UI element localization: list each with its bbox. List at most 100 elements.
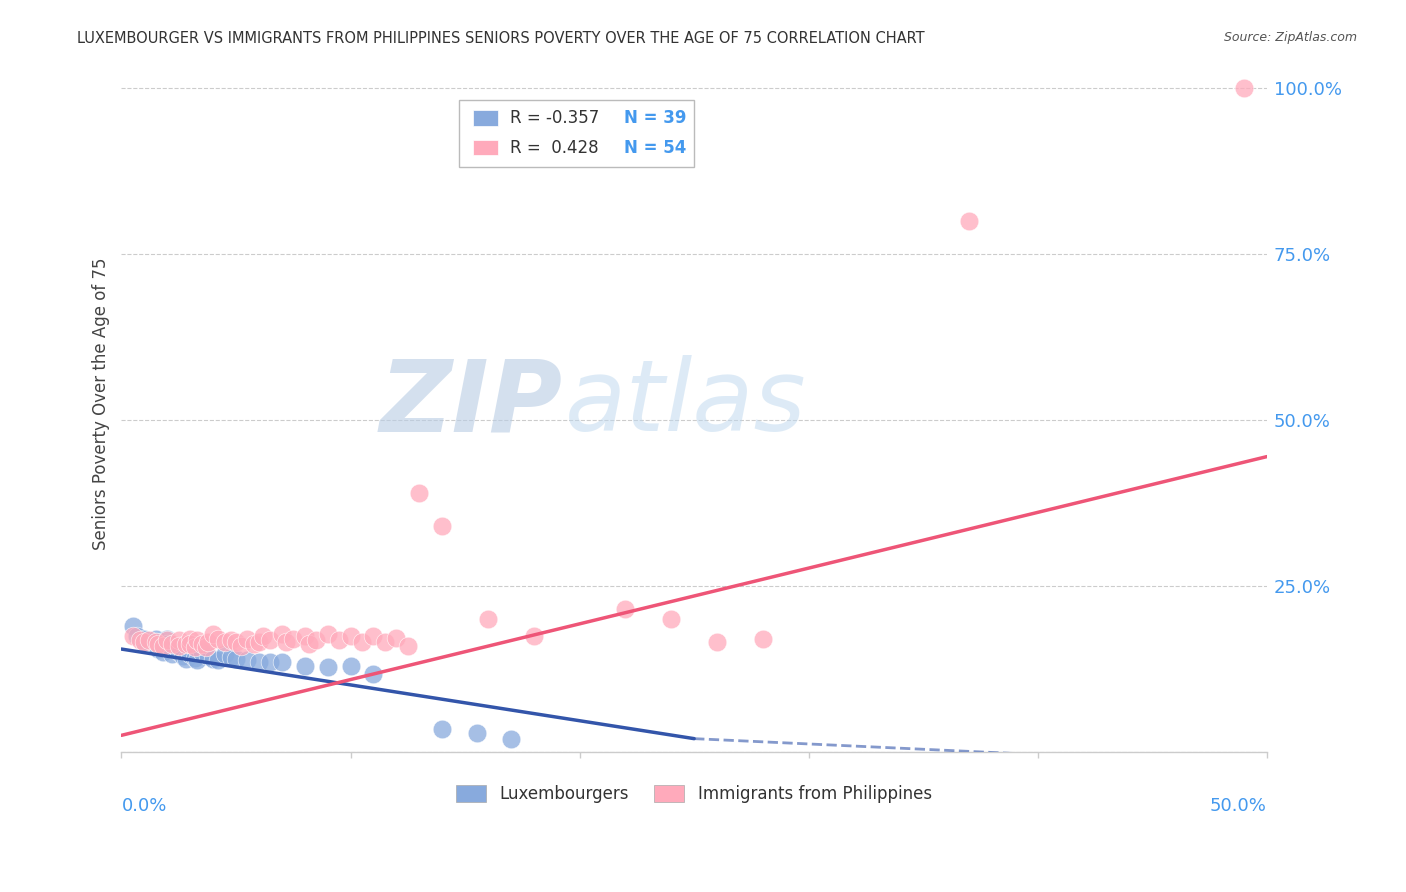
Point bbox=[195, 640, 218, 654]
Point bbox=[145, 635, 167, 649]
Point bbox=[294, 658, 316, 673]
Point bbox=[186, 653, 208, 667]
Point bbox=[156, 632, 179, 646]
Point bbox=[430, 519, 453, 533]
FancyBboxPatch shape bbox=[472, 140, 498, 155]
Point bbox=[122, 629, 145, 643]
Point bbox=[179, 642, 201, 657]
Point bbox=[214, 647, 236, 661]
Point bbox=[236, 653, 259, 667]
Point bbox=[339, 658, 361, 673]
Point bbox=[179, 632, 201, 646]
Text: LUXEMBOURGER VS IMMIGRANTS FROM PHILIPPINES SENIORS POVERTY OVER THE AGE OF 75 C: LUXEMBOURGER VS IMMIGRANTS FROM PHILIPPI… bbox=[77, 31, 925, 46]
Point bbox=[174, 637, 197, 651]
Point bbox=[197, 635, 219, 649]
Text: 0.0%: 0.0% bbox=[121, 797, 167, 815]
Point bbox=[229, 639, 252, 653]
Point bbox=[145, 632, 167, 646]
Point bbox=[283, 632, 305, 646]
Point bbox=[160, 637, 183, 651]
Text: ZIP: ZIP bbox=[380, 355, 562, 452]
Point bbox=[127, 629, 149, 643]
Point bbox=[247, 656, 270, 670]
Point bbox=[477, 612, 499, 626]
Point bbox=[259, 656, 281, 670]
Point bbox=[146, 642, 169, 657]
Point bbox=[1233, 81, 1256, 95]
Point bbox=[408, 486, 430, 500]
Point bbox=[957, 214, 980, 228]
Text: Source: ZipAtlas.com: Source: ZipAtlas.com bbox=[1223, 31, 1357, 45]
Point bbox=[184, 640, 207, 654]
Point bbox=[614, 602, 637, 616]
FancyBboxPatch shape bbox=[472, 111, 498, 126]
Point bbox=[752, 632, 775, 646]
Point bbox=[363, 666, 385, 681]
Legend: Luxembourgers, Immigrants from Philippines: Luxembourgers, Immigrants from Philippin… bbox=[450, 779, 938, 810]
Point bbox=[174, 652, 197, 666]
Point bbox=[276, 635, 298, 649]
Text: atlas: atlas bbox=[565, 355, 806, 452]
Point bbox=[221, 633, 243, 648]
Point bbox=[305, 633, 328, 648]
Text: 50.0%: 50.0% bbox=[1211, 797, 1267, 815]
Point bbox=[145, 635, 167, 649]
Point bbox=[152, 639, 174, 653]
Text: N = 54: N = 54 bbox=[624, 139, 686, 157]
Point bbox=[221, 650, 243, 665]
Point bbox=[430, 722, 453, 736]
Point bbox=[138, 633, 160, 648]
Point bbox=[499, 731, 522, 746]
Point bbox=[172, 648, 194, 663]
Point bbox=[202, 652, 225, 666]
Point bbox=[134, 635, 156, 649]
Point bbox=[523, 629, 546, 643]
Text: N = 39: N = 39 bbox=[624, 109, 686, 127]
Point bbox=[134, 632, 156, 646]
Point bbox=[385, 631, 408, 645]
Point bbox=[179, 637, 201, 651]
Point bbox=[316, 627, 339, 641]
Point bbox=[167, 640, 190, 654]
Point bbox=[167, 633, 190, 648]
Point bbox=[706, 635, 728, 649]
Point bbox=[247, 635, 270, 649]
Point bbox=[146, 637, 169, 651]
Text: R = -0.357: R = -0.357 bbox=[510, 109, 599, 127]
Point bbox=[184, 650, 207, 665]
Point bbox=[465, 726, 488, 740]
Point bbox=[243, 637, 266, 651]
Point bbox=[190, 637, 212, 651]
Point bbox=[363, 629, 385, 643]
Point bbox=[659, 612, 682, 626]
Text: R =  0.428: R = 0.428 bbox=[510, 139, 599, 157]
Point bbox=[186, 633, 208, 648]
Point bbox=[207, 632, 229, 646]
Point bbox=[207, 653, 229, 667]
Point bbox=[160, 642, 183, 657]
Point bbox=[298, 637, 321, 651]
Point bbox=[350, 635, 373, 649]
Point bbox=[294, 629, 316, 643]
Point bbox=[374, 635, 396, 649]
Point bbox=[339, 629, 361, 643]
Point bbox=[270, 656, 292, 670]
Point bbox=[328, 633, 350, 648]
Point bbox=[128, 633, 150, 648]
Point bbox=[259, 633, 281, 648]
Point bbox=[202, 627, 225, 641]
Point bbox=[214, 635, 236, 649]
Point bbox=[179, 647, 201, 661]
Point bbox=[156, 637, 179, 651]
Point bbox=[152, 645, 174, 659]
FancyBboxPatch shape bbox=[460, 101, 695, 167]
Point bbox=[156, 633, 179, 648]
Point bbox=[252, 629, 274, 643]
Point bbox=[134, 635, 156, 649]
Point bbox=[197, 648, 219, 663]
Point bbox=[225, 635, 247, 649]
Point bbox=[396, 639, 419, 653]
Point bbox=[236, 632, 259, 646]
Point bbox=[145, 639, 167, 653]
Y-axis label: Seniors Poverty Over the Age of 75: Seniors Poverty Over the Age of 75 bbox=[93, 257, 110, 549]
